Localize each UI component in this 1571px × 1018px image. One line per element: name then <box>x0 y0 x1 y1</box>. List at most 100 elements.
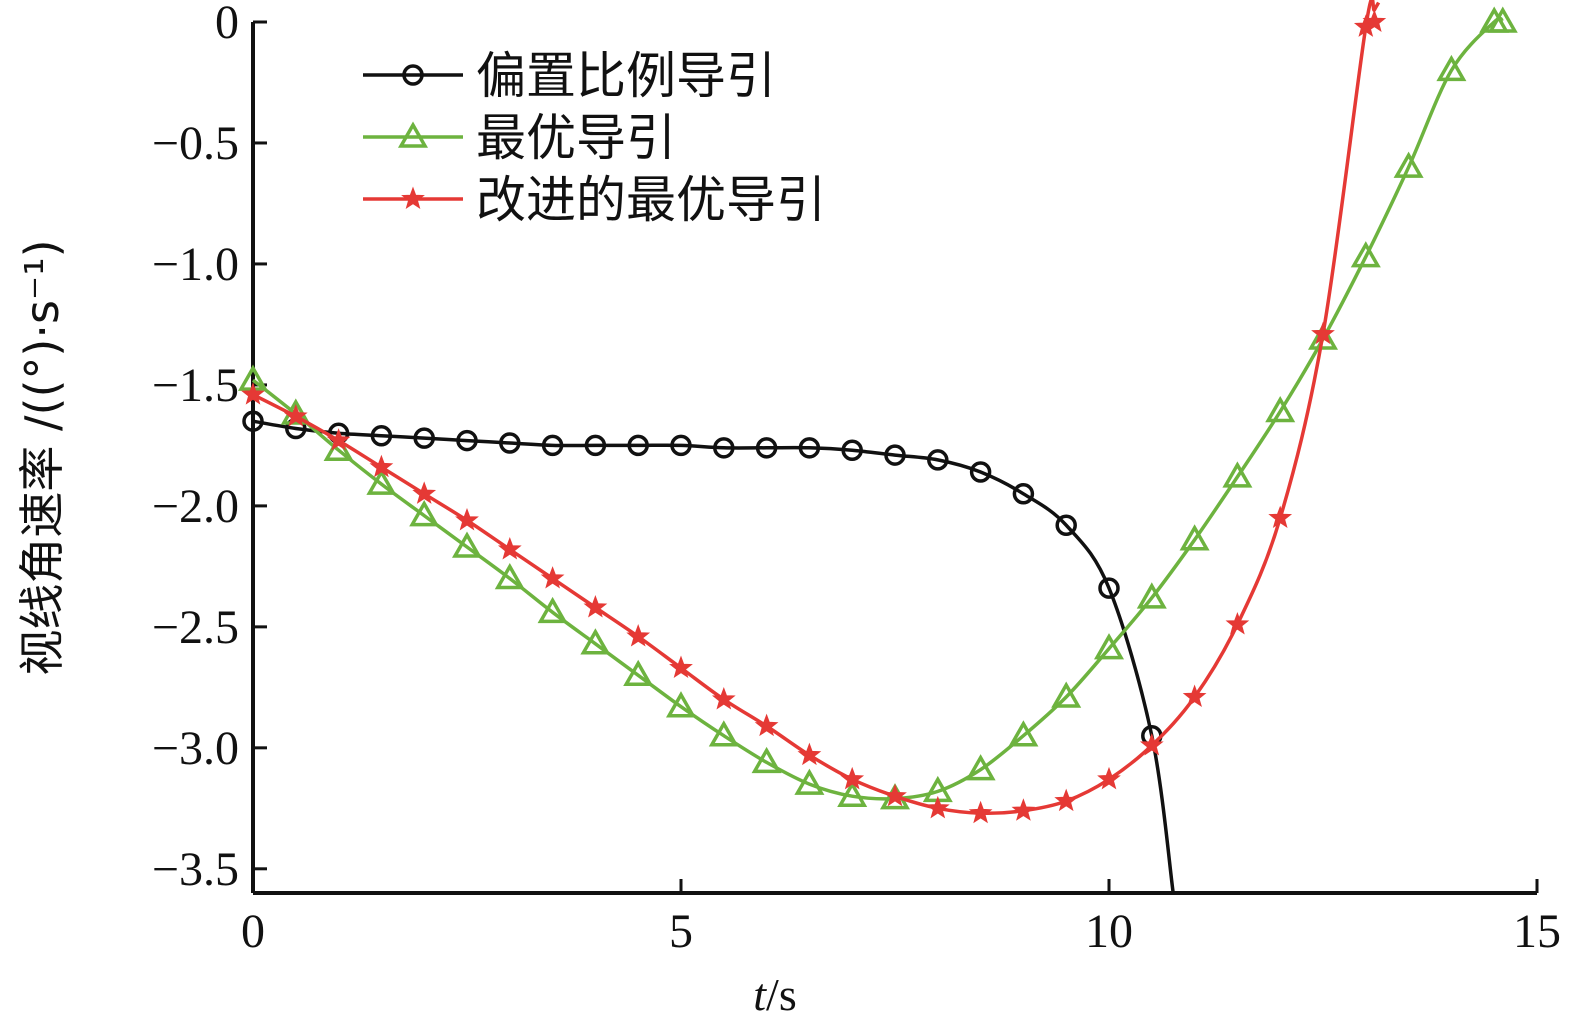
star-marker <box>1139 732 1164 756</box>
star-marker <box>1268 505 1293 529</box>
triangle-marker <box>494 562 525 590</box>
circle-marker <box>884 444 906 466</box>
legend-label: 最优导引 <box>476 109 676 167</box>
circle-marker <box>1012 483 1035 505</box>
triangle-marker <box>1307 323 1339 350</box>
star-marker <box>883 783 907 807</box>
star-marker <box>925 795 950 819</box>
x-axis-title: t/s <box>753 969 796 1018</box>
circle-marker <box>370 424 393 447</box>
circle-marker <box>1098 577 1120 599</box>
series-line <box>252 0 1381 816</box>
circle-marker <box>670 434 692 457</box>
circle-marker <box>541 434 564 457</box>
triangle-marker <box>708 720 739 747</box>
circle-marker <box>413 427 435 449</box>
x-axis-title-unit: /s <box>766 969 797 1018</box>
y-tick-label: −3.0 <box>152 722 239 775</box>
y-tick-label: 0 <box>215 0 239 49</box>
triangle-marker <box>965 754 996 781</box>
triangle-marker <box>1487 6 1518 33</box>
circle-marker <box>627 434 649 457</box>
triangle-marker <box>665 691 697 718</box>
y-tick-label: −2.5 <box>152 601 239 654</box>
circle-marker <box>456 429 478 452</box>
triangle-marker <box>1350 241 1381 268</box>
triangle-marker <box>1179 524 1210 551</box>
star-marker <box>326 428 351 451</box>
legend-label: 偏置比例导引 <box>476 47 776 105</box>
circle-marker <box>402 64 424 86</box>
triangle-marker <box>580 628 611 655</box>
star-marker <box>1011 798 1036 821</box>
circle-marker <box>841 439 863 461</box>
star-marker <box>583 595 608 618</box>
star-marker <box>1311 321 1335 345</box>
triangle-marker <box>451 531 483 558</box>
triangle-marker <box>837 780 868 807</box>
legend-item: 改进的最优导引 <box>363 171 826 229</box>
star-marker <box>412 481 437 504</box>
circle-marker <box>242 410 264 432</box>
circle-marker <box>969 461 992 483</box>
star-marker <box>669 655 693 679</box>
circle-marker <box>798 437 821 459</box>
star-marker <box>968 800 993 824</box>
series-circle <box>242 410 1175 891</box>
star-marker <box>1097 766 1121 790</box>
triangle-marker <box>1051 681 1082 708</box>
y-tick-label: −1.5 <box>152 359 239 412</box>
star-marker <box>754 713 779 737</box>
triangle-marker <box>1008 720 1039 747</box>
legend-label: 改进的最优导引 <box>476 171 826 229</box>
star-marker <box>540 566 565 589</box>
y-tick-label: −0.5 <box>152 117 239 170</box>
triangle-marker <box>537 596 568 624</box>
triangle-marker <box>1093 633 1125 660</box>
y-tick-label: −1.0 <box>152 238 239 291</box>
triangle-marker <box>1393 151 1424 178</box>
x-tick-label: 15 <box>1513 905 1561 958</box>
legend-item: 最优导引 <box>363 109 676 167</box>
triangle-marker <box>1265 396 1296 423</box>
x-tick-label: 5 <box>669 905 693 958</box>
plot-series <box>237 0 1518 891</box>
circle-marker <box>755 437 778 459</box>
axes <box>251 22 1537 895</box>
x-tick-label: 10 <box>1085 905 1133 958</box>
y-tick-label: −3.5 <box>152 843 239 896</box>
x-axis-title-variable: t <box>753 969 767 1018</box>
triangle-marker <box>794 768 825 795</box>
star-marker <box>1182 684 1207 708</box>
series-triangle <box>237 6 1518 810</box>
triangle-marker <box>1136 582 1167 609</box>
star-marker <box>369 454 394 478</box>
y-tick-label: −2.0 <box>152 480 239 533</box>
triangle-marker <box>409 500 440 527</box>
triangle-marker <box>1436 54 1467 82</box>
triangle-marker <box>366 468 397 495</box>
star-marker <box>840 766 865 790</box>
star-marker <box>797 742 822 766</box>
triangle-marker <box>1222 461 1253 488</box>
star-marker <box>497 536 522 560</box>
star-marker <box>1225 611 1250 635</box>
star-marker <box>455 507 479 531</box>
star-marker <box>401 186 425 210</box>
circle-marker <box>713 437 735 459</box>
circle-marker <box>584 434 607 457</box>
triangle-marker <box>623 659 654 686</box>
triangle-marker <box>397 121 429 148</box>
star-marker <box>626 624 651 647</box>
star-marker <box>711 686 736 710</box>
triangle-marker <box>751 746 782 774</box>
star-marker <box>1054 788 1079 812</box>
circle-marker <box>499 432 521 454</box>
y-axis-title: 视线角速率 /((°)·s⁻¹) <box>15 239 69 675</box>
circle-marker <box>1055 514 1077 536</box>
circle-marker <box>927 449 949 471</box>
y-ticks: 0 −0.5 −1.0 −1.5 −2.0 −2.5 −3.0 −3.5 <box>152 0 267 896</box>
series-star <box>241 0 1387 824</box>
